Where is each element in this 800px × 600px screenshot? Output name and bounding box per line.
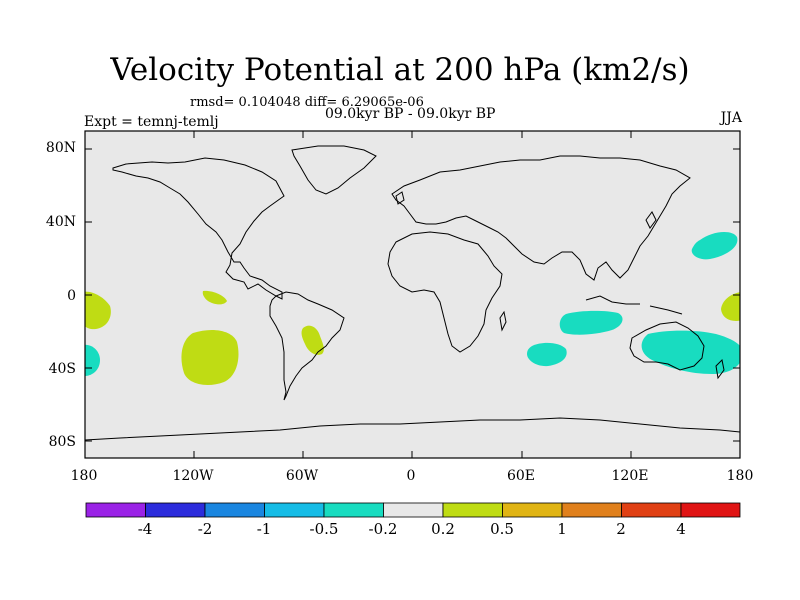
lat-label-80s: 80S	[48, 434, 76, 450]
lon-label-60w: 60W	[285, 468, 319, 484]
colorbar-label-2: -2	[197, 520, 213, 538]
colorbar-swatch-8	[502, 502, 563, 518]
colorbar-label-3: -1	[256, 520, 272, 538]
coast-south-america	[269, 291, 345, 401]
colorbar-swatch-9	[561, 502, 622, 518]
coast-madagascar	[499, 310, 507, 332]
colorbar-label-1: -4	[137, 520, 153, 538]
anomaly-negative-indian-south	[527, 342, 567, 367]
colorbar-swatch-2	[145, 502, 206, 518]
anomaly-negative-indian-north	[559, 310, 623, 335]
colorbar-label-6: 0.2	[431, 520, 455, 538]
lat-label-eq: 0	[67, 288, 76, 304]
colorbar	[85, 502, 741, 518]
anomaly-positive-south-america	[301, 325, 324, 355]
lon-label-180w: 180	[70, 468, 98, 484]
anomaly-negative-north-pacific	[691, 231, 738, 260]
coast-new-zealand	[715, 358, 725, 380]
colorbar-label-4: -0.5	[309, 520, 339, 538]
lon-label-60e: 60E	[506, 468, 536, 484]
lat-label-40n: 40N	[45, 214, 76, 230]
lat-label-40s: 40S	[48, 361, 76, 377]
anomaly-positive-central-pacific	[202, 290, 227, 305]
coast-greenland	[291, 145, 377, 195]
anomaly-fills	[85, 231, 740, 385]
coast-north-america	[112, 157, 285, 300]
map-background	[85, 131, 740, 458]
colorbar-swatch-6	[383, 502, 444, 518]
lon-label-120w: 120W	[172, 468, 214, 484]
anomaly-positive-east-equator	[721, 292, 740, 321]
experiment-label: Expt = temnj-temlj	[84, 114, 219, 130]
coast-japan	[645, 211, 657, 229]
coast-africa	[387, 231, 503, 353]
colorbar-label-5: -0.2	[368, 520, 398, 538]
colorbar-swatch-10	[621, 502, 682, 518]
colorbar-label-8: 1	[557, 520, 567, 538]
coast-indonesia	[585, 295, 683, 315]
colorbar-swatch-1	[85, 502, 146, 518]
anomaly-positive-south-pacific	[181, 330, 239, 385]
colorbar-swatch-11	[680, 502, 741, 518]
colorbar-label-9: 2	[616, 520, 626, 538]
colorbar-label-10: 4	[676, 520, 686, 538]
anomaly-positive-west-equator	[85, 291, 111, 330]
coast-antarctica	[85, 417, 740, 441]
colorbar-swatch-3	[204, 502, 265, 518]
lon-label-180e: 180	[726, 468, 754, 484]
season-label: JJA	[720, 110, 742, 126]
stats-text: rmsd= 0.104048 diff= 6.29065e-06	[190, 95, 424, 110]
map-ticks	[85, 131, 740, 458]
colorbar-swatch-7	[442, 502, 503, 518]
coast-eurasia	[391, 155, 691, 281]
coast-australia	[629, 321, 705, 371]
colorbar-swatch-5	[323, 502, 384, 518]
anomaly-negative-australia	[641, 330, 740, 374]
lon-label-0: 0	[406, 468, 416, 484]
coastlines	[85, 145, 740, 441]
plot-title: Velocity Potential at 200 hPa (km2/s)	[110, 52, 690, 88]
colorbar-label-7: 0.5	[490, 520, 514, 538]
period-text: 09.0kyr BP - 09.0kyr BP	[325, 106, 496, 122]
lat-label-80n: 80N	[45, 140, 76, 156]
colorbar-swatch-4	[264, 502, 325, 518]
coast-british-isles	[395, 191, 405, 205]
lon-label-120e: 120E	[611, 468, 649, 484]
